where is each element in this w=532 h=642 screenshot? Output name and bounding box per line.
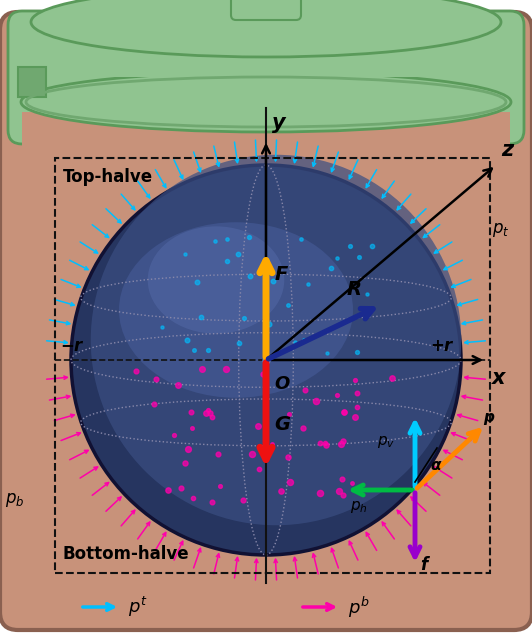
Ellipse shape [21,72,511,132]
Text: $\boldsymbol{p_t}$: $\boldsymbol{p_t}$ [492,221,510,239]
Text: $\boldsymbol{\alpha}$: $\boldsymbol{\alpha}$ [430,458,443,473]
Text: Bottom-halve: Bottom-halve [63,545,189,563]
Text: $\boldsymbol{p_h}$: $\boldsymbol{p_h}$ [350,499,368,515]
Text: $\boldsymbol{z}$: $\boldsymbol{z}$ [501,140,516,160]
Text: $\boldsymbol{R}$: $\boldsymbol{R}$ [346,280,361,299]
Bar [18,67,46,97]
Text: $\boldsymbol{p^b}$: $\boldsymbol{p^b}$ [348,594,370,620]
Ellipse shape [148,227,284,334]
Bar [22,112,510,612]
Text: $\boldsymbol{-r}$: $\boldsymbol{-r}$ [60,337,85,355]
FancyBboxPatch shape [8,11,524,144]
Text: $\boldsymbol{p^t}$: $\boldsymbol{p^t}$ [128,595,148,619]
Ellipse shape [71,165,461,555]
Text: $\boldsymbol{x}$: $\boldsymbol{x}$ [491,368,508,388]
Bar [55,158,490,573]
FancyBboxPatch shape [231,0,301,20]
Text: $\boldsymbol{+r}$: $\boldsymbol{+r}$ [430,337,455,355]
Ellipse shape [31,0,501,57]
Text: Top-halve: Top-halve [63,168,153,186]
Text: $\boldsymbol{p}$: $\boldsymbol{p}$ [483,411,495,427]
Text: $\boldsymbol{p_v}$: $\boldsymbol{p_v}$ [377,434,395,450]
Bar [30,17,502,77]
Text: $\boldsymbol{O}$: $\boldsymbol{O}$ [274,375,290,393]
Ellipse shape [91,155,461,525]
FancyBboxPatch shape [0,12,532,630]
Text: $\boldsymbol{G}$: $\boldsymbol{G}$ [274,415,291,434]
Ellipse shape [119,222,353,398]
Text: $\boldsymbol{f}$: $\boldsymbol{f}$ [420,556,431,574]
Text: $\boldsymbol{p_b}$: $\boldsymbol{p_b}$ [5,491,24,509]
Text: $\boldsymbol{y}$: $\boldsymbol{y}$ [271,115,287,135]
Text: $\boldsymbol{F}$: $\boldsymbol{F}$ [274,265,289,284]
